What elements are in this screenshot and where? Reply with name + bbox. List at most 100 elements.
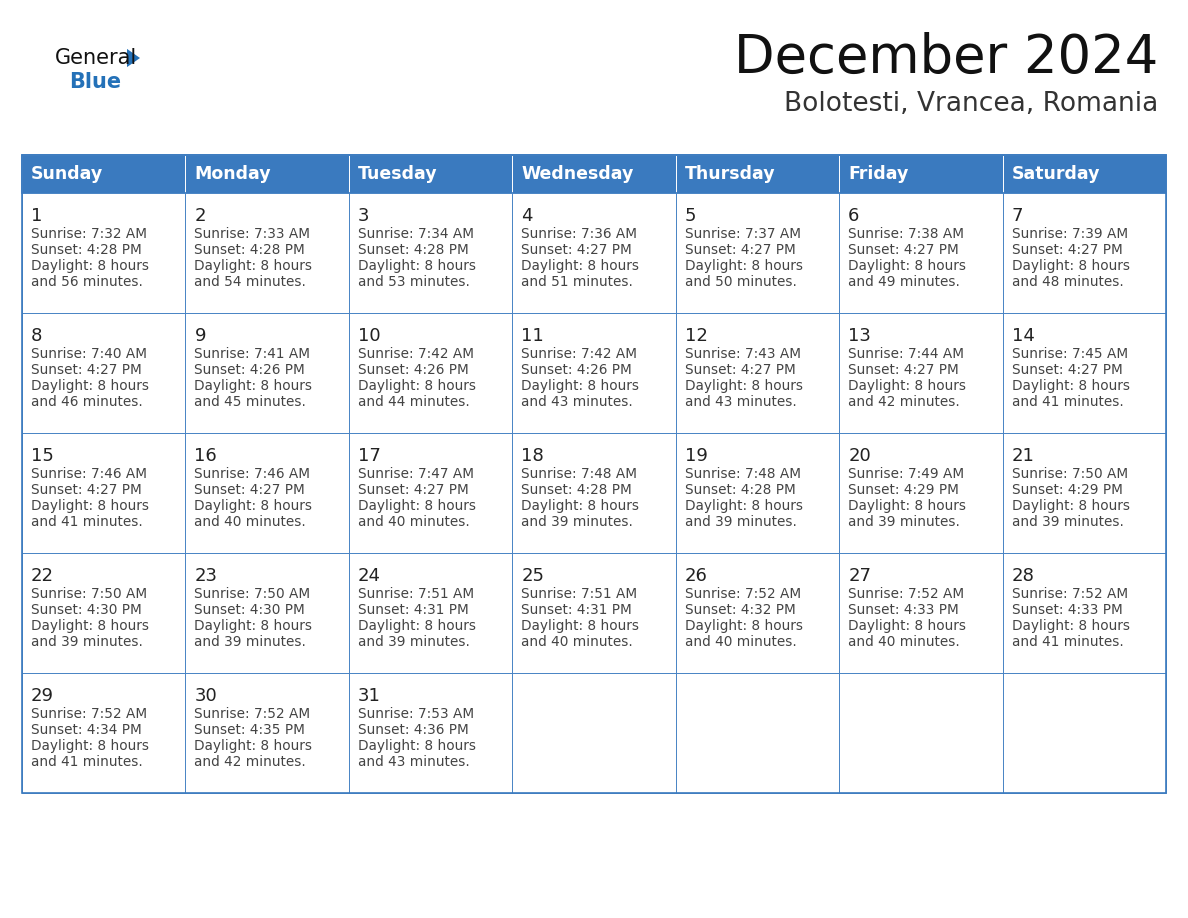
Text: Daylight: 8 hours: Daylight: 8 hours (684, 619, 803, 633)
Bar (185, 313, 349, 433)
Text: Sunset: 4:26 PM: Sunset: 4:26 PM (195, 363, 305, 377)
Text: Sunset: 4:28 PM: Sunset: 4:28 PM (684, 483, 796, 497)
Text: Monday: Monday (195, 165, 271, 183)
Text: Sunrise: 7:41 AM: Sunrise: 7:41 AM (195, 347, 310, 361)
Bar (1003, 433, 1165, 553)
Text: and 39 minutes.: and 39 minutes. (195, 635, 307, 649)
Text: 16: 16 (195, 447, 217, 465)
Text: 26: 26 (684, 567, 708, 585)
Text: and 41 minutes.: and 41 minutes. (1011, 635, 1124, 649)
Text: Sunrise: 7:40 AM: Sunrise: 7:40 AM (31, 347, 147, 361)
Text: Sunrise: 7:52 AM: Sunrise: 7:52 AM (195, 707, 310, 721)
Text: Sunrise: 7:43 AM: Sunrise: 7:43 AM (684, 347, 801, 361)
Text: Sunrise: 7:38 AM: Sunrise: 7:38 AM (848, 227, 965, 241)
Text: Sunset: 4:28 PM: Sunset: 4:28 PM (522, 483, 632, 497)
Bar (23, 155, 185, 193)
Text: Sunset: 4:28 PM: Sunset: 4:28 PM (31, 243, 141, 257)
Text: Sunrise: 7:46 AM: Sunrise: 7:46 AM (195, 467, 310, 481)
Text: Sunrise: 7:42 AM: Sunrise: 7:42 AM (522, 347, 637, 361)
Text: Sunday: Sunday (31, 165, 103, 183)
Text: and 43 minutes.: and 43 minutes. (684, 395, 796, 409)
Text: Daylight: 8 hours: Daylight: 8 hours (31, 259, 148, 273)
Text: 29: 29 (31, 687, 53, 705)
Text: and 53 minutes.: and 53 minutes. (358, 275, 469, 289)
Text: Daylight: 8 hours: Daylight: 8 hours (358, 619, 476, 633)
Text: General: General (55, 48, 138, 68)
Text: Sunrise: 7:53 AM: Sunrise: 7:53 AM (358, 707, 474, 721)
Text: Sunrise: 7:52 AM: Sunrise: 7:52 AM (684, 587, 801, 601)
Bar (676, 433, 839, 553)
Text: Sunset: 4:26 PM: Sunset: 4:26 PM (522, 363, 632, 377)
Text: and 41 minutes.: and 41 minutes. (31, 515, 143, 529)
Text: and 41 minutes.: and 41 minutes. (31, 755, 143, 769)
Text: and 39 minutes.: and 39 minutes. (848, 515, 960, 529)
Text: Daylight: 8 hours: Daylight: 8 hours (522, 259, 639, 273)
Text: and 40 minutes.: and 40 minutes. (358, 515, 469, 529)
Text: Sunset: 4:27 PM: Sunset: 4:27 PM (1011, 363, 1123, 377)
Text: Sunrise: 7:51 AM: Sunrise: 7:51 AM (358, 587, 474, 601)
Bar (185, 553, 349, 673)
Text: 10: 10 (358, 327, 380, 345)
Text: 27: 27 (848, 567, 871, 585)
Bar (512, 433, 676, 553)
Text: Sunrise: 7:42 AM: Sunrise: 7:42 AM (358, 347, 474, 361)
Bar (23, 313, 185, 433)
Bar (349, 313, 512, 433)
Text: Thursday: Thursday (684, 165, 776, 183)
Text: Sunset: 4:31 PM: Sunset: 4:31 PM (522, 603, 632, 617)
Text: Daylight: 8 hours: Daylight: 8 hours (195, 379, 312, 393)
Text: Daylight: 8 hours: Daylight: 8 hours (358, 259, 476, 273)
Bar (349, 553, 512, 673)
Text: 24: 24 (358, 567, 381, 585)
Text: Daylight: 8 hours: Daylight: 8 hours (848, 379, 966, 393)
Bar (349, 433, 512, 553)
Text: and 48 minutes.: and 48 minutes. (1011, 275, 1124, 289)
Text: Sunset: 4:34 PM: Sunset: 4:34 PM (31, 723, 141, 737)
Text: 3: 3 (358, 207, 369, 225)
Text: Sunset: 4:33 PM: Sunset: 4:33 PM (848, 603, 959, 617)
Bar (676, 155, 839, 193)
Text: and 43 minutes.: and 43 minutes. (522, 395, 633, 409)
Bar (185, 673, 349, 793)
Text: Daylight: 8 hours: Daylight: 8 hours (195, 499, 312, 513)
Text: and 51 minutes.: and 51 minutes. (522, 275, 633, 289)
Text: Daylight: 8 hours: Daylight: 8 hours (195, 619, 312, 633)
Text: Daylight: 8 hours: Daylight: 8 hours (684, 499, 803, 513)
Text: Sunrise: 7:44 AM: Sunrise: 7:44 AM (848, 347, 965, 361)
Text: Daylight: 8 hours: Daylight: 8 hours (522, 499, 639, 513)
Text: 13: 13 (848, 327, 871, 345)
Text: Sunset: 4:27 PM: Sunset: 4:27 PM (522, 243, 632, 257)
Text: Daylight: 8 hours: Daylight: 8 hours (1011, 499, 1130, 513)
Bar (349, 673, 512, 793)
Text: and 44 minutes.: and 44 minutes. (358, 395, 469, 409)
Text: and 50 minutes.: and 50 minutes. (684, 275, 797, 289)
Text: Daylight: 8 hours: Daylight: 8 hours (31, 739, 148, 753)
Bar (349, 193, 512, 313)
Bar (512, 673, 676, 793)
Text: Sunset: 4:27 PM: Sunset: 4:27 PM (684, 363, 796, 377)
Text: Daylight: 8 hours: Daylight: 8 hours (848, 619, 966, 633)
Text: Sunrise: 7:52 AM: Sunrise: 7:52 AM (1011, 587, 1127, 601)
Text: Daylight: 8 hours: Daylight: 8 hours (1011, 259, 1130, 273)
Text: and 46 minutes.: and 46 minutes. (31, 395, 143, 409)
Text: Daylight: 8 hours: Daylight: 8 hours (31, 379, 148, 393)
Text: Daylight: 8 hours: Daylight: 8 hours (195, 739, 312, 753)
Text: and 56 minutes.: and 56 minutes. (31, 275, 143, 289)
Text: Sunrise: 7:37 AM: Sunrise: 7:37 AM (684, 227, 801, 241)
Text: Sunset: 4:33 PM: Sunset: 4:33 PM (1011, 603, 1123, 617)
Text: Daylight: 8 hours: Daylight: 8 hours (31, 499, 148, 513)
Text: Sunset: 4:27 PM: Sunset: 4:27 PM (684, 243, 796, 257)
Text: Sunset: 4:30 PM: Sunset: 4:30 PM (195, 603, 305, 617)
Bar (839, 433, 1003, 553)
Text: 21: 21 (1011, 447, 1035, 465)
Bar (185, 193, 349, 313)
Text: and 41 minutes.: and 41 minutes. (1011, 395, 1124, 409)
Text: Sunset: 4:31 PM: Sunset: 4:31 PM (358, 603, 468, 617)
Text: December 2024: December 2024 (734, 32, 1158, 84)
Bar (839, 553, 1003, 673)
Text: Sunrise: 7:49 AM: Sunrise: 7:49 AM (848, 467, 965, 481)
Text: Sunset: 4:27 PM: Sunset: 4:27 PM (1011, 243, 1123, 257)
Text: Sunrise: 7:52 AM: Sunrise: 7:52 AM (848, 587, 965, 601)
Bar (23, 155, 1165, 793)
Text: 15: 15 (31, 447, 53, 465)
